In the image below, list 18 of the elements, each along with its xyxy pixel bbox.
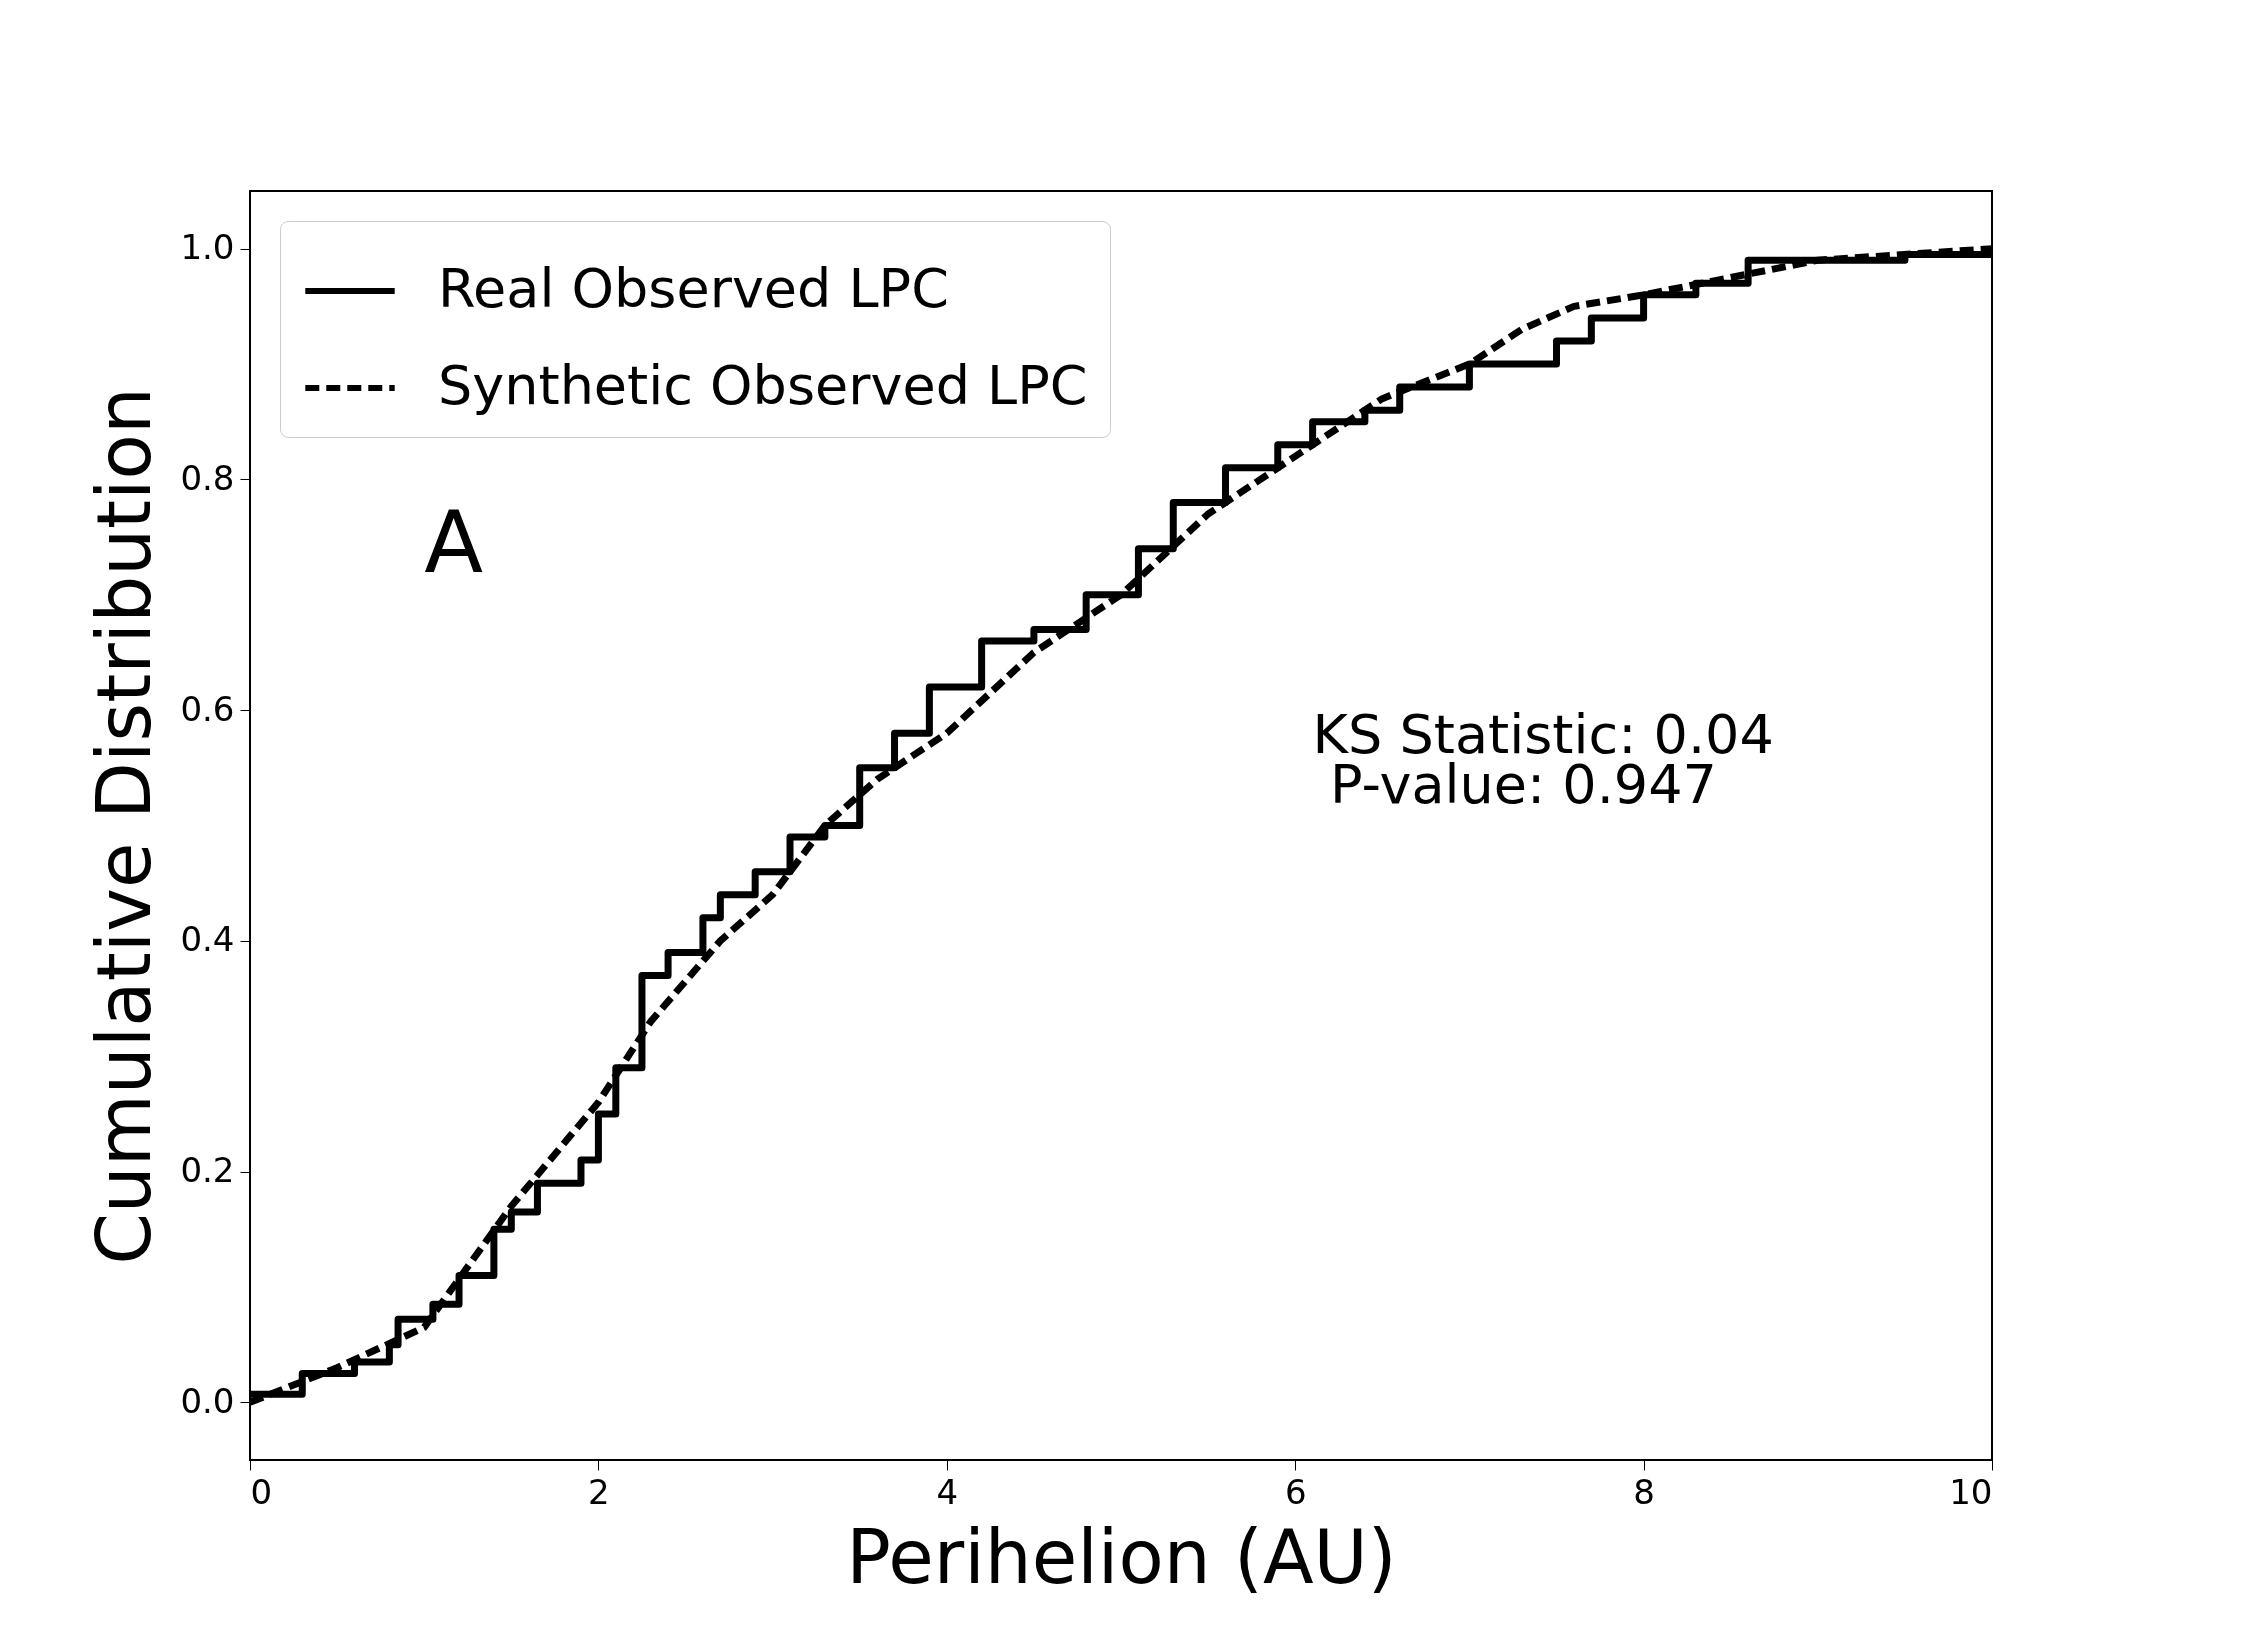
y-axis-title: Cumulative Distribution [81, 387, 168, 1265]
y-tick-label: 1.0 [180, 227, 235, 268]
y-tick-label: 0.8 [180, 457, 235, 498]
x-axis-title: Perihelion (AU) [846, 1513, 1397, 1600]
y-tick-label: 0.0 [180, 1380, 235, 1421]
legend-label: Synthetic Observed LPC [438, 354, 1088, 417]
legend-label: Real Observed LPC [438, 257, 949, 320]
x-tick-label: 10 [1949, 1471, 1993, 1512]
annotation: P-value: 0.947 [1330, 753, 1717, 817]
x-tick-label: 2 [588, 1471, 610, 1512]
annotation: A [424, 492, 484, 593]
x-tick-label: 8 [1633, 1471, 1655, 1512]
y-tick-label: 0.4 [180, 919, 235, 960]
x-tick-label: 0 [250, 1471, 273, 1512]
y-tick-label: 0.6 [180, 688, 235, 729]
y-tick-label: 0.2 [180, 1150, 235, 1191]
x-tick-label: 6 [1284, 1471, 1307, 1512]
x-tick-label: 4 [936, 1471, 959, 1512]
